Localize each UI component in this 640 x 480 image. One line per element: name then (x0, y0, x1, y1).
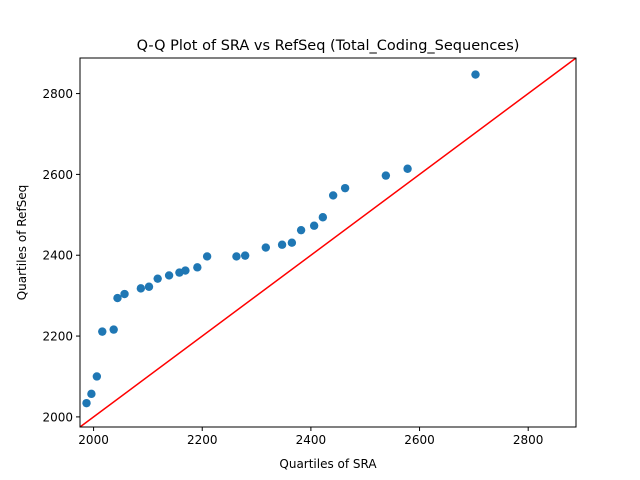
data-point (120, 289, 129, 299)
x-axis-ticks: 2000 2200 2400 2600 2800 (78, 427, 543, 447)
reference-line-layer (79, 57, 577, 428)
x-tick-label: 2600 (404, 433, 435, 447)
data-point (136, 284, 146, 293)
data-point (92, 372, 102, 381)
data-point (98, 327, 107, 336)
data-point (87, 389, 96, 399)
data-point (296, 225, 306, 235)
data-point (381, 171, 391, 180)
chart-title: Q-Q Plot of SRA vs RefSeq (Total_Coding_… (137, 38, 520, 54)
data-point (240, 251, 250, 260)
x-tick-label: 2400 (296, 433, 327, 447)
data-point (109, 325, 118, 334)
data-point (193, 263, 202, 272)
data-point (82, 398, 91, 408)
data-point (403, 164, 412, 173)
x-tick-label: 2000 (78, 433, 109, 447)
y-axis-label: Quartiles of RefSeq (15, 185, 29, 301)
data-point (153, 274, 162, 283)
data-point (318, 213, 328, 222)
x-tick-label: 2200 (187, 433, 218, 447)
y-axis-ticks: 2000 2200 2400 2600 2800 (42, 87, 80, 424)
axes-frame (79, 57, 577, 428)
y-tick-label: 2400 (42, 249, 73, 263)
data-point (144, 282, 154, 291)
data-point (277, 240, 287, 249)
points-layer (82, 70, 480, 408)
data-point (261, 243, 270, 252)
y-tick-label: 2600 (42, 168, 73, 182)
data-point (164, 271, 174, 280)
data-point (328, 191, 338, 200)
reference-line (79, 57, 577, 428)
y-tick-label: 2200 (42, 330, 73, 344)
data-point (232, 252, 241, 261)
data-point (471, 70, 480, 79)
x-axis-label: Quartiles of SRA (279, 457, 377, 471)
x-tick-label: 2800 (513, 433, 544, 447)
data-point (287, 238, 297, 247)
data-point (202, 252, 212, 261)
data-point (340, 183, 350, 193)
data-point (181, 266, 190, 275)
y-tick-label: 2800 (42, 87, 73, 101)
data-point (309, 221, 319, 230)
y-tick-label: 2000 (42, 410, 73, 424)
data-point (113, 293, 122, 303)
